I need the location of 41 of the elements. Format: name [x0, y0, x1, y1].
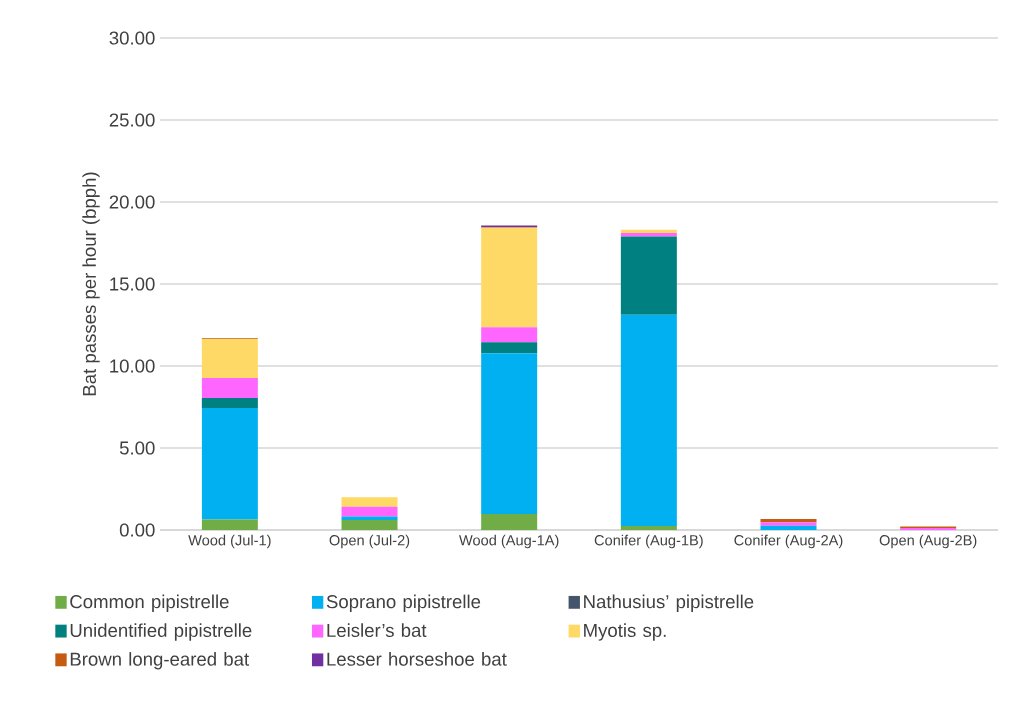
x-tick-label: Conifer (Aug-1B): [594, 534, 703, 549]
x-tick-label: Wood (Jul-1): [188, 534, 271, 549]
legend-label: Myotis sp.: [584, 623, 666, 641]
bar: [481, 227, 538, 328]
bar: [620, 229, 677, 233]
bar: [620, 314, 677, 527]
x-tick-label: Conifer (Aug-2A): [734, 534, 843, 549]
legend-label: Unidentified pipistrelle: [70, 623, 252, 641]
y-tick-label: 15.00: [110, 277, 155, 291]
legend-label: Common pipistrelle: [70, 594, 229, 612]
legend-label: Brown long-eared bat: [70, 652, 250, 670]
bar: [341, 506, 398, 517]
y-axis-title: Bat passes per hour (bpph): [82, 172, 100, 396]
legend-label: Leisler’s bat: [327, 623, 427, 638]
bar: [481, 353, 538, 515]
bar: [201, 519, 258, 530]
bar: [620, 233, 677, 237]
bar: [201, 397, 258, 408]
bar: [481, 514, 538, 530]
y-tick-label: 20.00: [109, 195, 155, 209]
x-tick-label: Wood (Aug-1A): [459, 534, 559, 549]
bar: [201, 407, 258, 520]
y-tick-label: 30.00: [109, 31, 155, 45]
bar: [760, 525, 817, 530]
legend-label: Nathusius’ pipistrelle: [584, 594, 754, 612]
bar: [481, 327, 538, 343]
bar: [620, 526, 677, 530]
bar: [481, 342, 538, 354]
y-tick-label: 0.00: [119, 523, 155, 537]
bar: [620, 236, 677, 315]
bar: [201, 377, 258, 398]
y-tick-label: 25.00: [109, 113, 155, 127]
legend-label: Lesser horseshoe bat: [327, 652, 507, 666]
y-tick-label: 10.00: [110, 359, 155, 373]
legend-label: Soprano pipistrelle: [326, 594, 481, 612]
bar: [201, 338, 258, 378]
y-tick-label: 5.00: [119, 441, 155, 455]
x-tick-label: Open (Aug-2B): [879, 534, 977, 549]
bar: [341, 520, 398, 530]
bar: [341, 497, 398, 507]
x-tick-label: Open (Jul-2): [329, 534, 410, 549]
